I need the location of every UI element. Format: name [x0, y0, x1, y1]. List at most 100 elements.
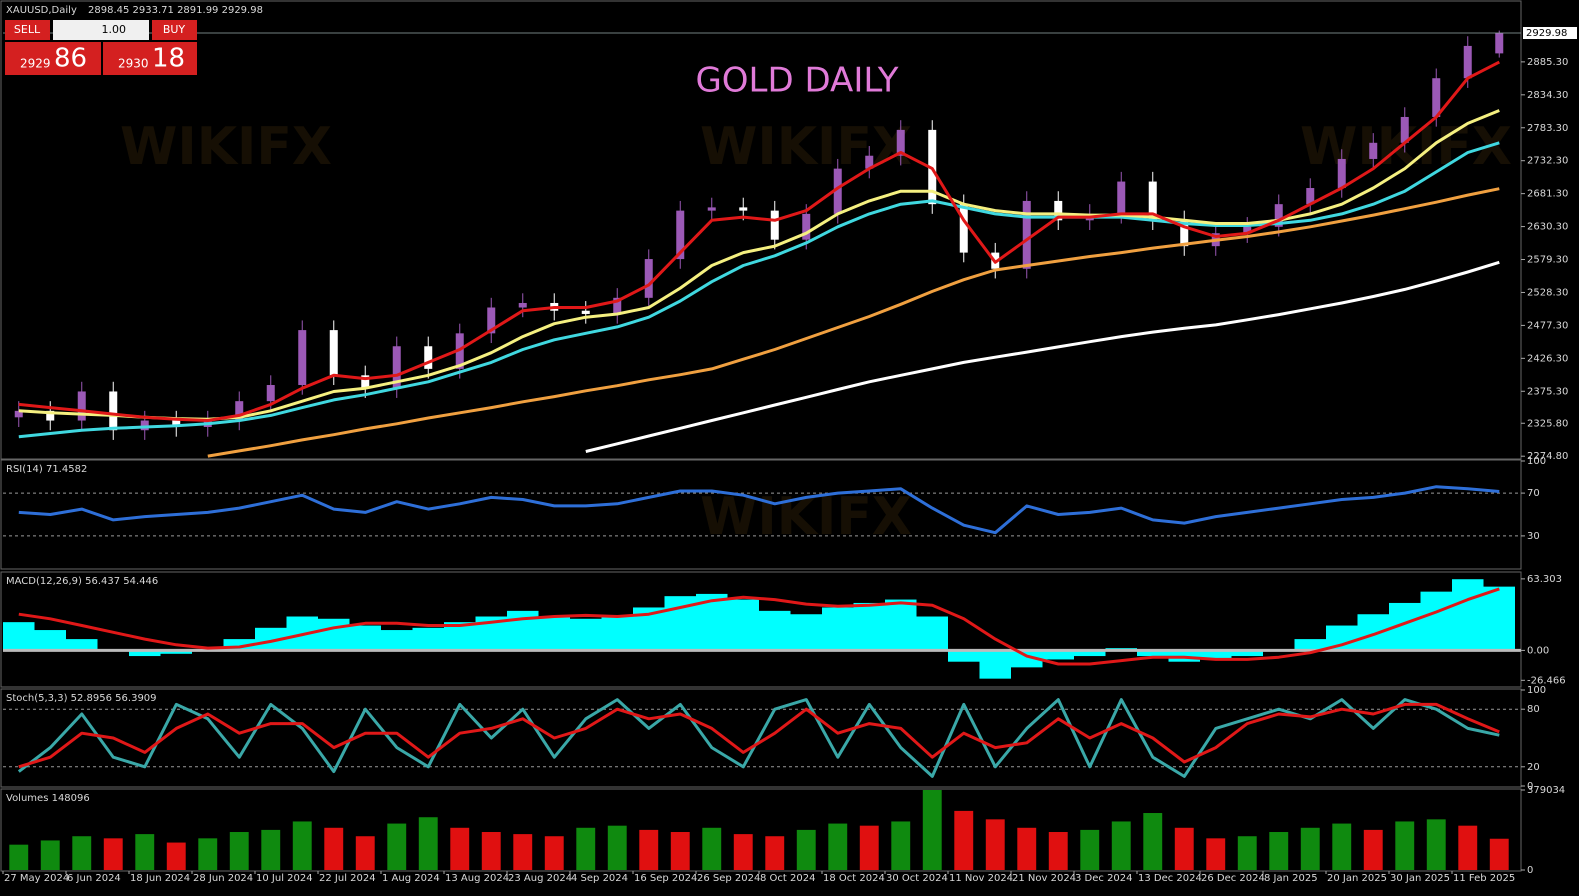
volume-bar	[1143, 813, 1163, 870]
macd-bar	[223, 639, 255, 651]
volume-bar	[418, 817, 438, 870]
y-tick-label: 379034	[1527, 785, 1565, 796]
macd-bar	[1200, 650, 1232, 660]
volume-bar	[1458, 825, 1478, 870]
candle-body	[1306, 188, 1315, 205]
y-tick-label: 2732.30	[1527, 156, 1568, 167]
y-tick-label: 2834.30	[1527, 90, 1568, 101]
macd-bar	[979, 650, 1011, 679]
indicator-line	[17, 698, 1500, 778]
volume-bar	[292, 821, 312, 870]
volume-bar	[1269, 832, 1289, 870]
candle-body	[46, 410, 55, 421]
watermark: WIKIFX	[700, 117, 912, 177]
volume-bar	[72, 836, 92, 870]
y-tick-label: 2630.30	[1527, 222, 1568, 233]
candle-body	[518, 302, 527, 308]
sell-label: SELL	[14, 23, 41, 36]
volume-bar	[1332, 823, 1352, 870]
buy-button[interactable]	[152, 20, 197, 40]
volume-bar	[229, 832, 249, 870]
macd-bar	[1420, 591, 1452, 651]
macd-bar	[1011, 650, 1043, 668]
macd-bar	[1294, 639, 1326, 651]
x-tick-label: 16 Sep 2024	[634, 873, 697, 884]
macd-bar	[1483, 586, 1515, 651]
indicator-label: MACD(12,26,9) 56.437 54.446	[6, 576, 158, 587]
volume-bar	[733, 834, 753, 870]
volume-bar	[1048, 832, 1068, 870]
candle-body	[235, 401, 244, 421]
indicator-label: Volumes 148096	[6, 793, 90, 804]
volume-bar	[135, 834, 155, 870]
y-tick-label: 2579.30	[1527, 255, 1568, 266]
y-tick-label: 0	[1527, 781, 1533, 792]
candle-body	[959, 204, 968, 253]
y-tick-label: 30	[1527, 531, 1540, 542]
candle-body	[833, 168, 842, 214]
indicator-line	[18, 587, 1500, 666]
volume-bar	[261, 829, 281, 870]
volume-bar	[481, 832, 501, 870]
candle-body	[266, 385, 275, 402]
candle-body	[1400, 116, 1409, 143]
x-tick-label: 18 Jun 2024	[130, 873, 190, 884]
volume-bar	[1426, 819, 1446, 870]
volume-bar	[9, 844, 29, 870]
volume-bar	[1300, 827, 1320, 870]
y-tick-label: 80	[1527, 704, 1540, 715]
y-tick-label: 2528.30	[1527, 287, 1568, 298]
macd-bar	[1231, 650, 1263, 657]
macd-bar	[255, 627, 287, 651]
y-tick-label: 63.303	[1527, 574, 1562, 585]
ask-big: 2930	[118, 57, 149, 71]
x-tick-label: 13 Dec 2024	[1138, 873, 1202, 884]
x-tick-label: 10 Jul 2024	[256, 873, 313, 884]
volume-bar	[1111, 821, 1131, 870]
indicator-line	[18, 60, 1500, 422]
macd-bar	[1452, 579, 1484, 651]
volume-bar	[985, 819, 1005, 870]
x-tick-label: 26 Dec 2024	[1201, 873, 1265, 884]
lots-input[interactable]	[53, 20, 149, 40]
candle-body	[613, 297, 622, 314]
x-tick-label: 11 Feb 2025	[1453, 873, 1515, 884]
x-tick-label: 4 Sep 2024	[571, 873, 628, 884]
macd-bar	[412, 627, 444, 651]
x-tick-label: 28 Jun 2024	[193, 873, 253, 884]
candle-body	[392, 346, 401, 389]
candle-body	[1117, 181, 1126, 214]
ohlc: 2898.45 2933.71 2891.99 2929.98	[88, 5, 263, 16]
indicator-label: RSI(14) 71.4582	[6, 464, 87, 475]
y-tick-label: 2477.30	[1527, 320, 1568, 331]
indicator-line	[18, 702, 1500, 769]
x-tick-label: 13 Aug 2024	[445, 873, 509, 884]
macd-bar	[66, 639, 98, 651]
macd-bar	[318, 618, 350, 651]
candle-body	[298, 330, 307, 386]
candle-body	[109, 391, 118, 431]
macd-bar	[885, 599, 917, 651]
y-tick-label: 2325.80	[1527, 418, 1568, 429]
macd-bar	[538, 616, 570, 651]
volume-bar	[859, 825, 879, 870]
volume-bar	[40, 840, 60, 870]
candle-body	[1337, 158, 1346, 189]
macd-bar	[1074, 650, 1106, 657]
ask-box[interactable]	[103, 42, 197, 75]
candle-body	[172, 420, 181, 427]
candle-body	[770, 210, 779, 240]
bid-box[interactable]	[5, 42, 101, 75]
macd-bar	[822, 607, 854, 651]
candle-body	[1180, 220, 1189, 247]
sell-button[interactable]	[5, 20, 50, 40]
candle-body	[14, 410, 23, 418]
trade-panel: SELL 1.00 BUY 2929 86 2930 18	[5, 20, 197, 75]
panel-frame	[0, 571, 1522, 688]
macd-bar	[381, 630, 413, 651]
volume-bar	[922, 790, 942, 870]
x-tick-label: 3 Dec 2024	[1075, 873, 1133, 884]
macd-bar	[1357, 614, 1389, 651]
volume-bar	[607, 825, 627, 870]
y-tick-label: 2426.30	[1527, 353, 1568, 364]
